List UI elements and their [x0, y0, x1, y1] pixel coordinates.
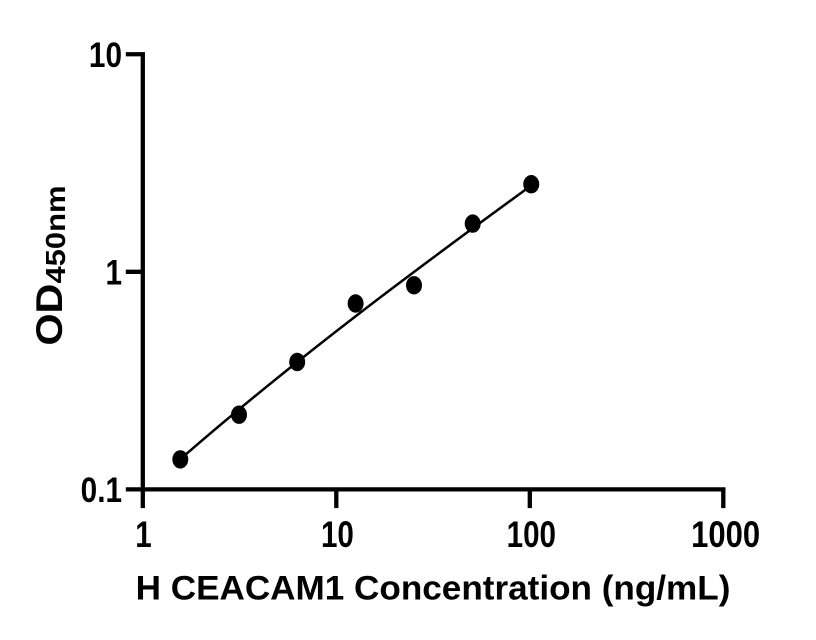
- svg-text:1000: 1000: [691, 514, 760, 555]
- svg-text:10: 10: [89, 36, 122, 75]
- svg-text:1: 1: [135, 515, 151, 556]
- svg-text:10: 10: [321, 515, 354, 556]
- svg-text:100: 100: [507, 515, 556, 556]
- svg-text:1: 1: [105, 253, 122, 292]
- svg-text:0.1: 0.1: [81, 471, 122, 510]
- svg-text:H CEACAM1 Concentration (ng/mL: H CEACAM1 Concentration (ng/mL): [136, 570, 731, 607]
